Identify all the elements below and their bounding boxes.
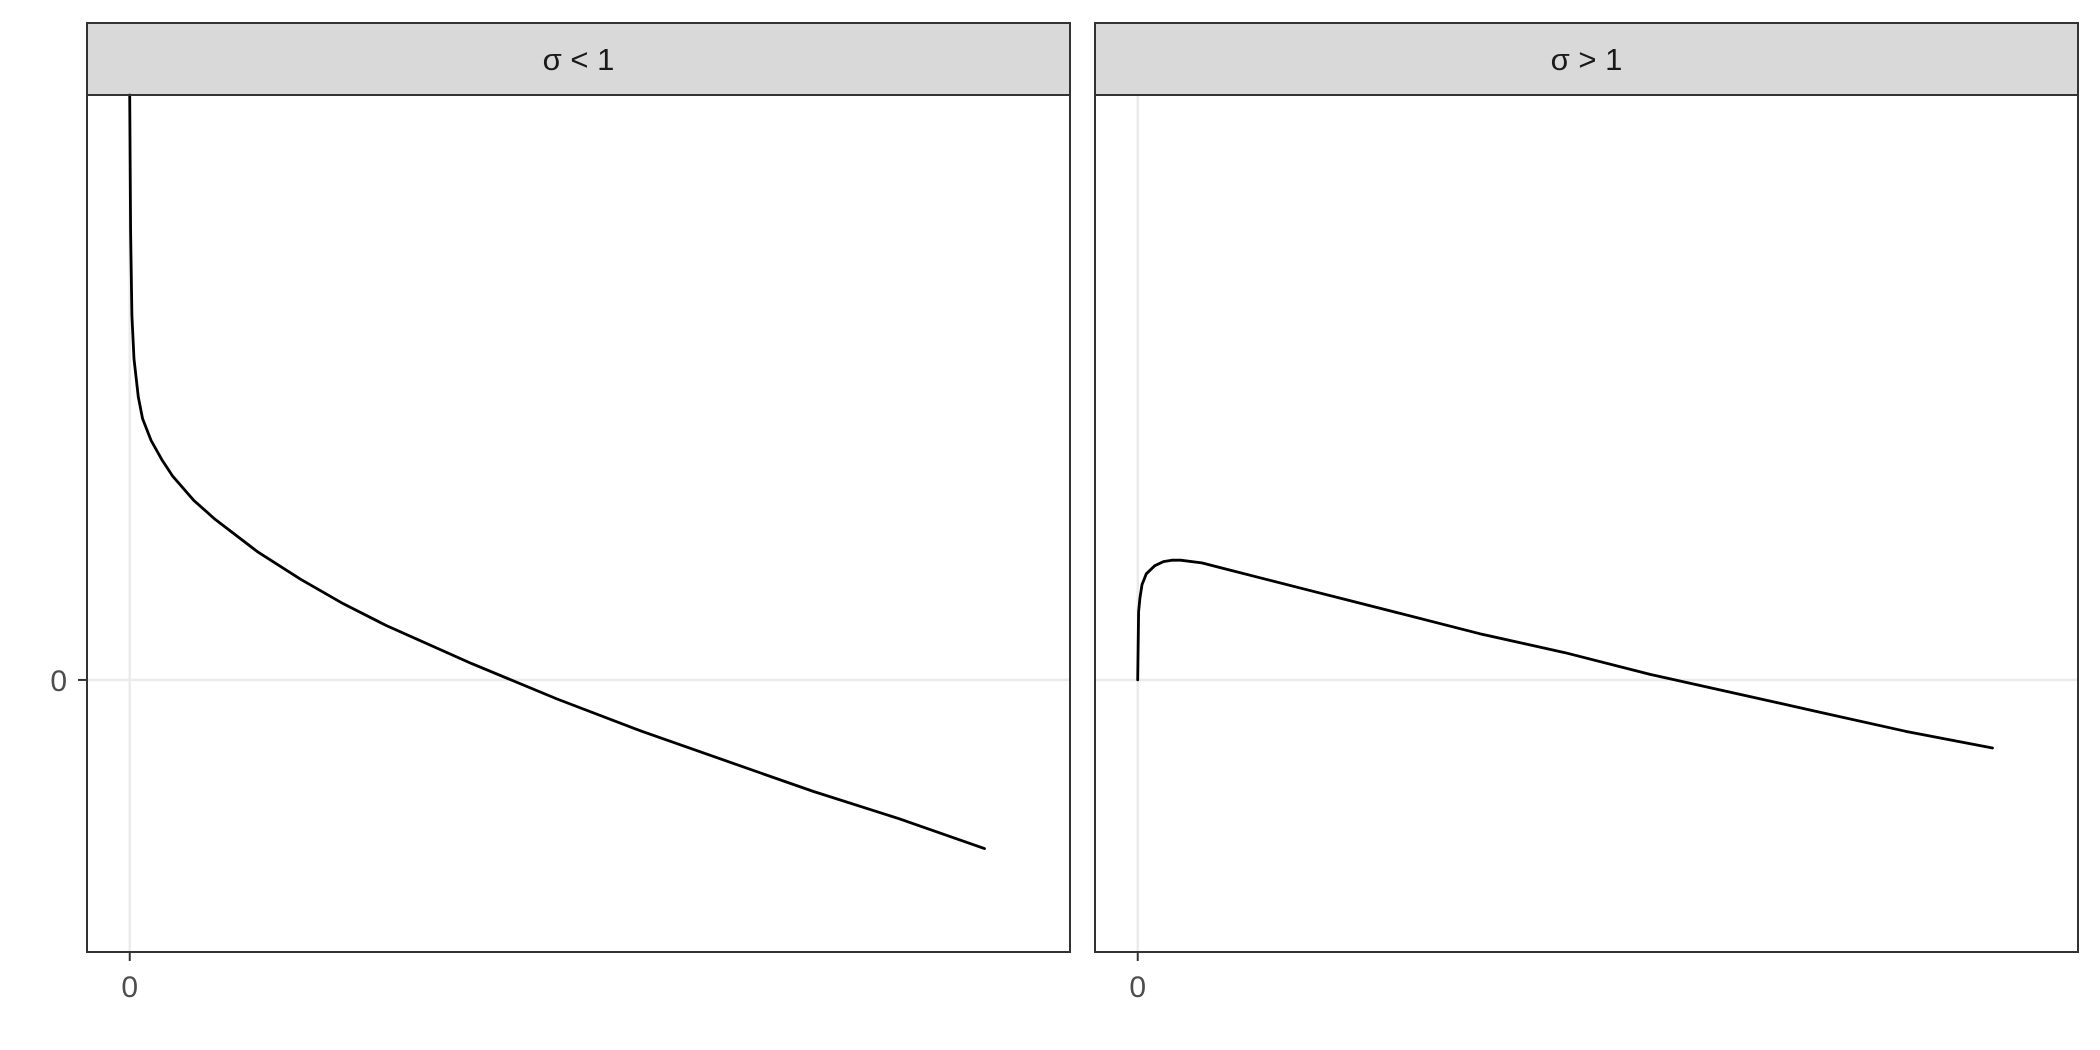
facet-panel-2: σ > 1 0 [1094,22,2079,1004]
series-line-1 [1136,558,1994,750]
y-tick-label: 0 [50,665,67,698]
panel-border [1094,94,2079,953]
facet-panel-1: σ < 1 0 0 [50,22,1071,1004]
plot-background [87,95,1070,952]
x-tick-label: 0 [1129,971,1146,1004]
facet-strip-label: σ > 1 [1551,42,1623,77]
panel-border [86,94,1071,953]
facet-strip-label: σ < 1 [543,42,615,77]
x-tick-label: 0 [121,971,138,1004]
plot-background [1095,95,2078,952]
series-line-1 [128,93,986,850]
facet-strip [86,22,1071,96]
facet-strip [1094,22,2079,96]
